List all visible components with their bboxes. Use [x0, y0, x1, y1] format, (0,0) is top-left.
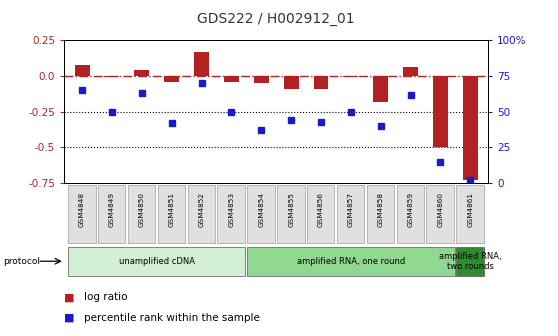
Bar — [98, 185, 126, 243]
Bar — [373, 76, 388, 102]
Text: GSM4855: GSM4855 — [288, 193, 294, 227]
Bar — [277, 185, 305, 243]
Bar — [343, 76, 358, 78]
Text: log ratio: log ratio — [84, 292, 127, 302]
Bar — [68, 185, 95, 243]
Bar — [456, 185, 484, 243]
Bar — [283, 76, 299, 89]
Bar — [134, 70, 150, 76]
Bar — [164, 76, 179, 82]
Bar — [463, 76, 478, 180]
Text: GSM4851: GSM4851 — [169, 193, 175, 227]
Text: unamplified cDNA: unamplified cDNA — [119, 257, 195, 266]
Text: amplified RNA, one round: amplified RNA, one round — [297, 257, 405, 266]
Bar — [403, 68, 418, 76]
Bar — [397, 185, 424, 243]
Bar — [68, 247, 246, 276]
Bar — [224, 76, 239, 82]
Text: GSM4860: GSM4860 — [437, 193, 444, 227]
Bar — [247, 247, 455, 276]
Text: GSM4852: GSM4852 — [199, 193, 205, 227]
Text: GSM4859: GSM4859 — [407, 193, 413, 227]
Text: percentile rank within the sample: percentile rank within the sample — [84, 312, 259, 323]
Text: GSM4848: GSM4848 — [79, 193, 85, 227]
Bar — [128, 185, 155, 243]
Text: GSM4856: GSM4856 — [318, 193, 324, 227]
Bar — [307, 185, 334, 243]
Text: GSM4849: GSM4849 — [109, 193, 115, 227]
Bar — [433, 76, 448, 148]
Bar — [314, 76, 329, 89]
Bar — [247, 185, 275, 243]
Text: GSM4850: GSM4850 — [139, 193, 145, 227]
Bar — [337, 185, 364, 243]
Text: protocol: protocol — [3, 257, 40, 266]
Text: GSM4858: GSM4858 — [378, 193, 384, 227]
Text: GSM4857: GSM4857 — [348, 193, 354, 227]
Text: ■: ■ — [64, 312, 75, 323]
Bar — [218, 185, 245, 243]
Text: GSM4853: GSM4853 — [228, 193, 234, 227]
Text: amplified RNA,
two rounds: amplified RNA, two rounds — [439, 252, 502, 271]
Bar — [187, 185, 215, 243]
Bar — [254, 76, 269, 83]
Bar — [367, 185, 394, 243]
Bar — [158, 185, 185, 243]
Text: GDS222 / H002912_01: GDS222 / H002912_01 — [198, 12, 355, 26]
Text: GSM4861: GSM4861 — [468, 193, 473, 227]
Bar — [75, 65, 89, 76]
Bar — [456, 247, 484, 276]
Bar — [426, 185, 454, 243]
Text: ■: ■ — [64, 292, 75, 302]
Text: GSM4854: GSM4854 — [258, 193, 264, 227]
Bar — [104, 76, 119, 78]
Bar — [194, 52, 209, 76]
